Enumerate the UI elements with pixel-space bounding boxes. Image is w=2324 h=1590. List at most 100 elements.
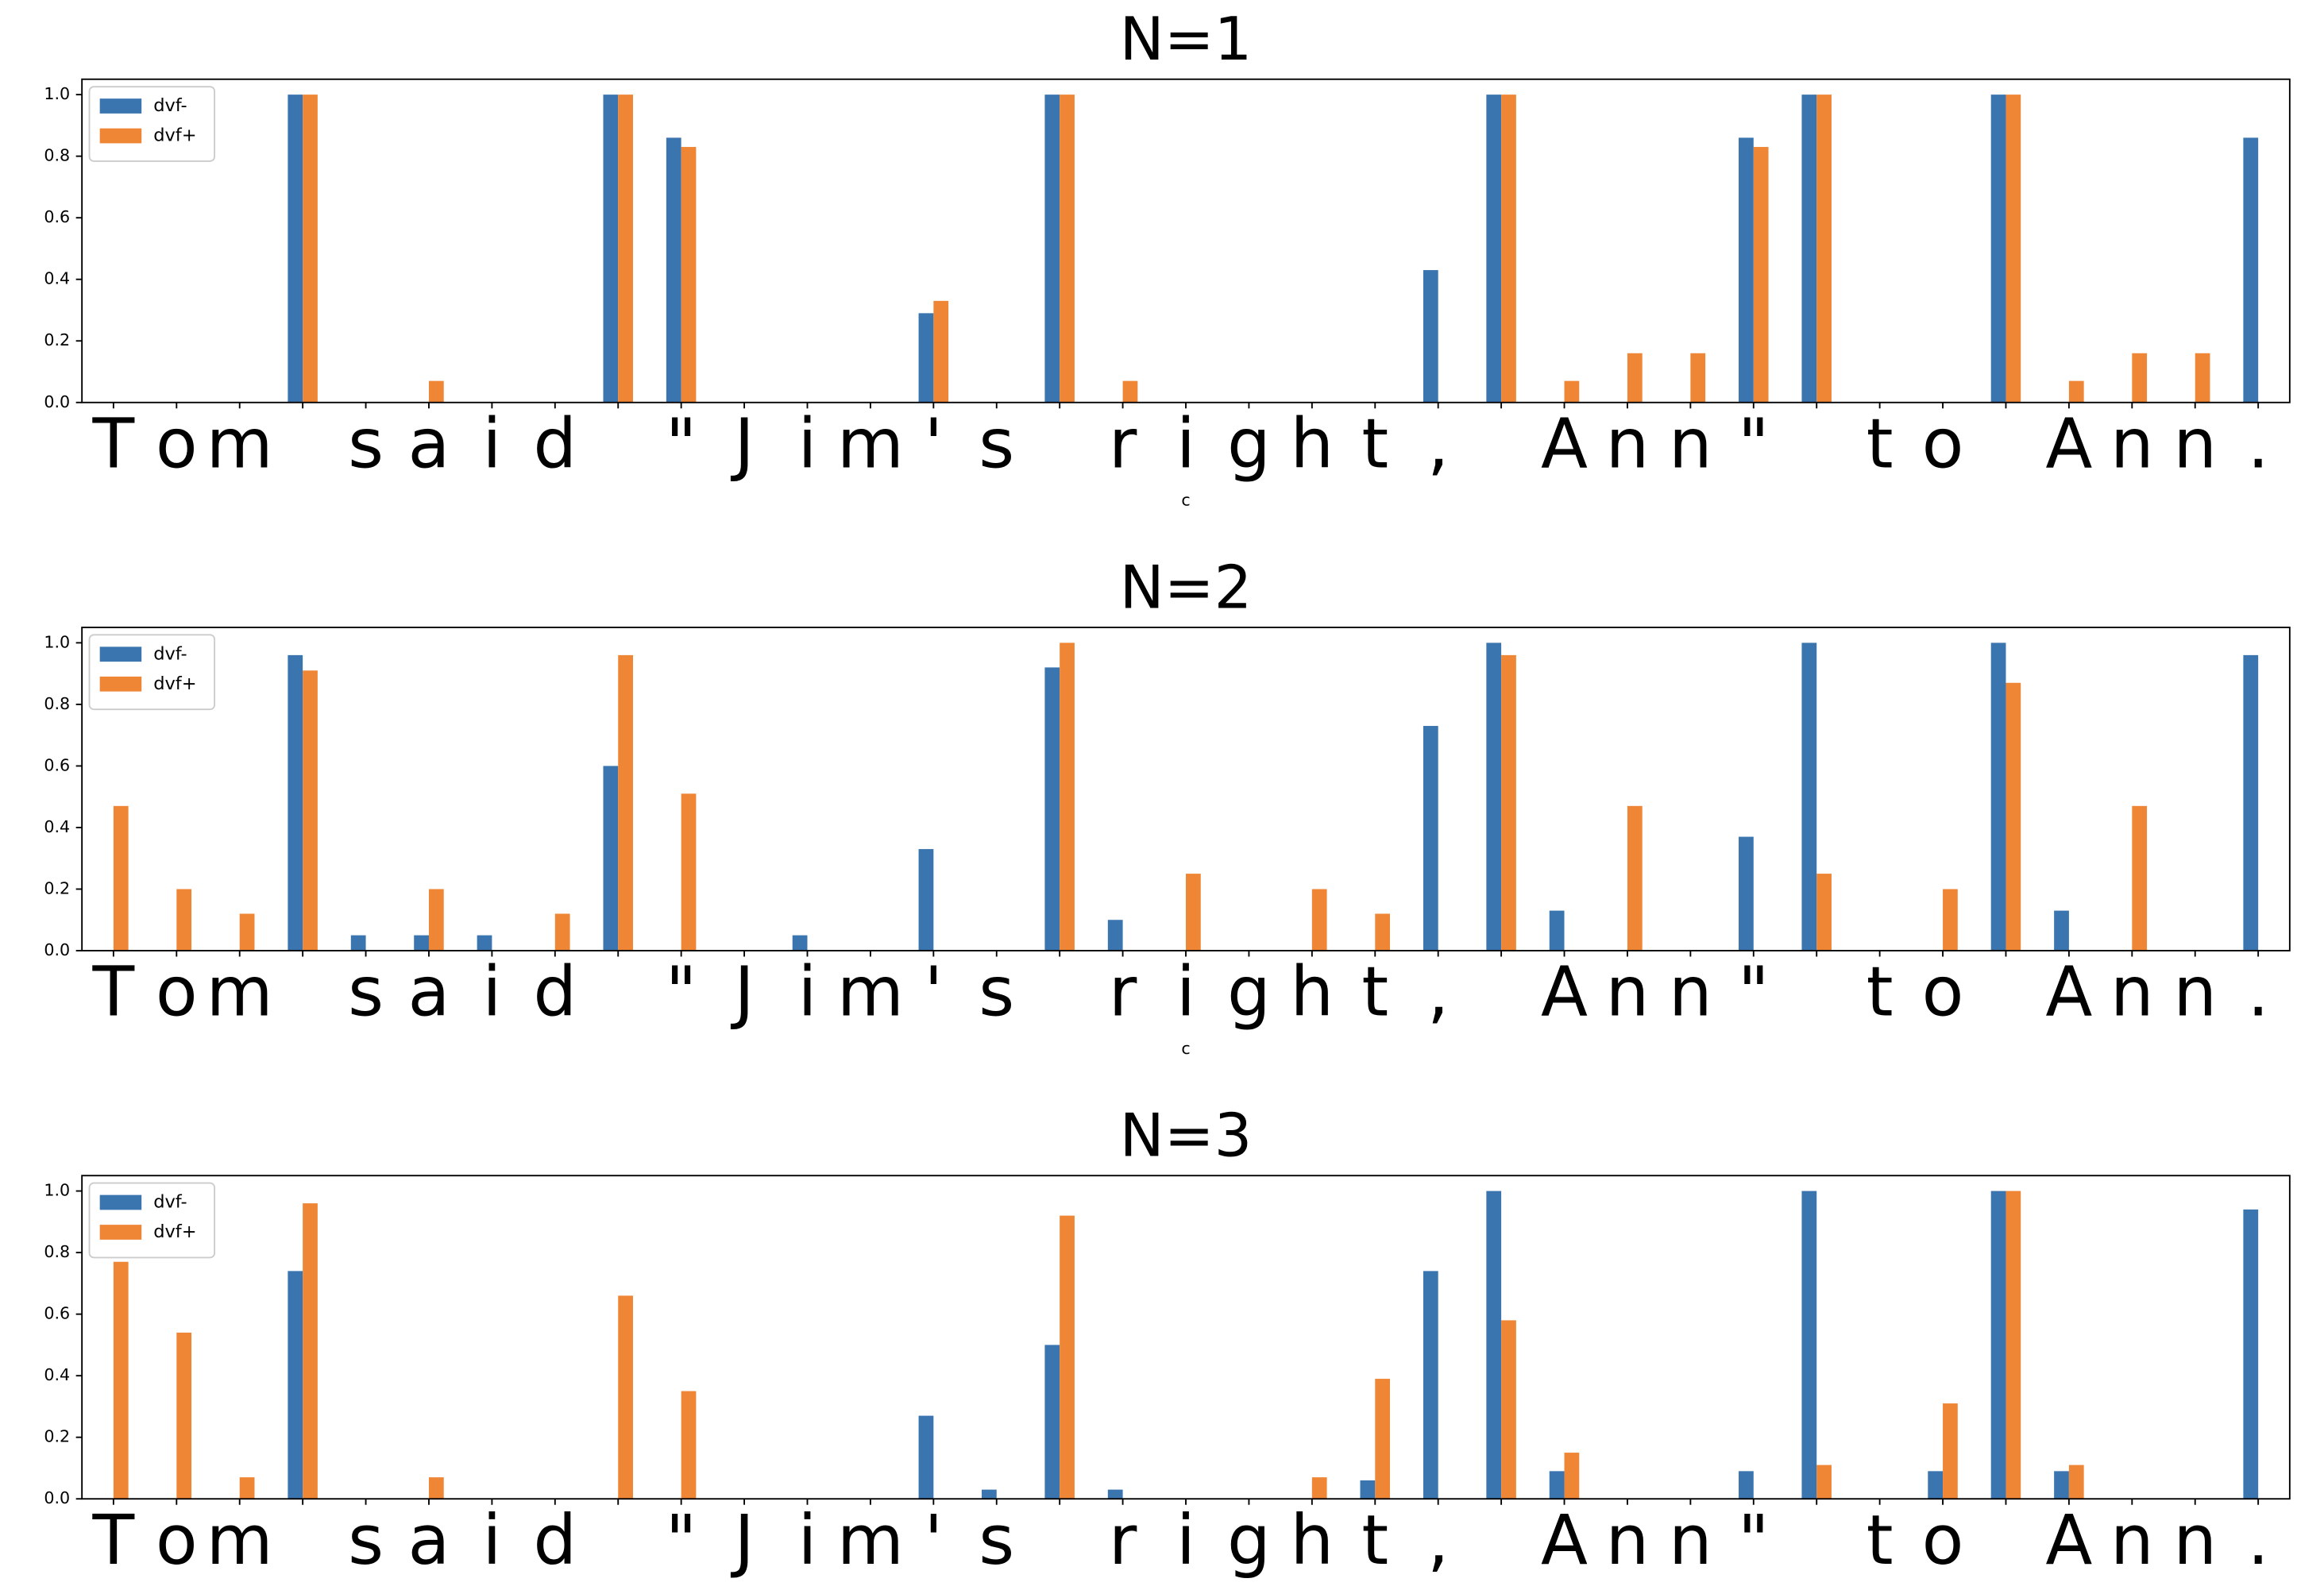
y-tick-label: 1.0: [44, 1181, 70, 1200]
x-tick-label: t: [1361, 1501, 1388, 1580]
legend-swatch: [99, 98, 142, 114]
x-tick-label: i: [798, 404, 817, 484]
bar: [1486, 1191, 1502, 1499]
x-axis-label: c: [1181, 1039, 1190, 1058]
x-tick-label: .: [2247, 1501, 2268, 1580]
bar: [1990, 95, 2006, 403]
x-tick-label: J: [730, 1501, 754, 1580]
legend-label: dvf+: [153, 673, 196, 694]
bar: [1501, 1320, 1516, 1499]
bar: [1122, 380, 1138, 403]
x-tick-label: .: [2247, 404, 2268, 484]
x-tick-label: T: [92, 953, 135, 1032]
bar: [1060, 95, 1075, 403]
bar: [1549, 910, 1565, 951]
bar: [554, 913, 570, 951]
bar: [288, 654, 303, 951]
x-tick-label: n: [2110, 404, 2154, 484]
legend-label: dvf-: [153, 643, 187, 664]
bar: [603, 95, 619, 403]
x-tick-label: ": [666, 404, 697, 484]
x-tick-label: d: [533, 404, 577, 484]
bar: [2243, 1209, 2259, 1499]
x-tick-label: s: [348, 1501, 384, 1580]
bar: [1943, 889, 1958, 951]
legend-swatch: [99, 646, 142, 662]
bar: [414, 935, 429, 951]
bar: [1549, 1471, 1565, 1499]
bar: [1627, 353, 1643, 403]
bar: [1928, 1471, 1944, 1499]
y-tick-label: 0.4: [44, 817, 70, 836]
x-tick-label: s: [979, 1501, 1014, 1580]
bar: [1107, 1489, 1123, 1499]
bar: [2243, 137, 2259, 403]
bar: [618, 654, 633, 951]
y-tick-label: 0.6: [44, 207, 70, 226]
x-tick-label: o: [156, 1501, 198, 1580]
y-tick-label: 0.2: [44, 1427, 70, 1446]
bar: [1044, 95, 1060, 403]
x-tick-label: ": [666, 1501, 697, 1580]
bar: [303, 670, 318, 951]
bar: [1739, 137, 1754, 403]
bar: [933, 300, 949, 403]
bar: [1044, 1345, 1060, 1499]
legend-box: [88, 634, 216, 711]
y-tick-label: 0.4: [44, 1365, 70, 1384]
x-tick-label: g: [1227, 1501, 1271, 1580]
x-tick-label: r: [1109, 1501, 1137, 1580]
bar: [2068, 1465, 2084, 1499]
y-tick-label: 0.2: [44, 330, 70, 349]
x-tick-label: g: [1227, 404, 1271, 484]
bar: [1311, 889, 1327, 951]
x-tick-label: a: [408, 404, 450, 484]
x-tick-label: i: [482, 953, 501, 1032]
x-tick-label: i: [1176, 404, 1195, 484]
y-tick-label: 0.4: [44, 269, 70, 288]
bar: [1107, 920, 1123, 951]
x-tick-label: i: [1176, 1501, 1195, 1580]
x-tick-label: n: [1606, 1501, 1650, 1580]
plot-frame: [81, 627, 2291, 951]
bar: [113, 1261, 129, 1499]
x-tick-label: ,: [1427, 953, 1449, 1032]
x-tick-label: n: [1606, 953, 1650, 1032]
x-tick-label: A: [1541, 953, 1588, 1032]
x-tick-label: t: [1361, 953, 1388, 1032]
bar: [1816, 95, 1832, 403]
x-tick-label: .: [2247, 953, 2268, 1032]
chart-title: N=2: [1120, 552, 1253, 622]
x-tick-label: ,: [1427, 1501, 1449, 1580]
bar: [1501, 654, 1516, 951]
bar: [1801, 643, 1817, 951]
y-tick-label: 1.0: [44, 84, 70, 103]
bar: [1186, 874, 1201, 951]
x-tick-label: i: [1176, 953, 1195, 1032]
x-tick-label: s: [348, 404, 384, 484]
bar: [1990, 643, 2006, 951]
x-tick-label: o: [1922, 1501, 1964, 1580]
legend-swatch: [99, 1194, 142, 1210]
x-axis-label: c: [1181, 1587, 1190, 1590]
bar: [2132, 805, 2148, 951]
x-tick-label: n: [2173, 1501, 2217, 1580]
chart-title: N=3: [1120, 1101, 1253, 1171]
x-tick-label: s: [979, 404, 1014, 484]
x-tick-label: J: [730, 404, 754, 484]
bar: [428, 1477, 444, 1499]
bar: [1486, 95, 1502, 403]
legend-swatch: [99, 1225, 142, 1240]
bar: [2054, 910, 2069, 951]
bar: [239, 1477, 255, 1499]
bar: [428, 889, 444, 951]
x-tick-label: n: [2173, 404, 2217, 484]
bar: [350, 935, 366, 951]
bar: [1739, 836, 1754, 951]
y-tick-label: 0.8: [44, 146, 70, 165]
bar: [176, 1332, 192, 1499]
y-tick-label: 0.0: [44, 1488, 70, 1507]
x-tick-label: ": [1738, 953, 1770, 1032]
bar: [918, 849, 934, 951]
x-tick-label: h: [1291, 1501, 1334, 1580]
